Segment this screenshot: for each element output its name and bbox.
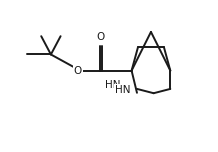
Text: HN: HN	[115, 85, 131, 95]
Text: O: O	[74, 66, 82, 76]
Text: O: O	[96, 32, 104, 42]
Text: HN: HN	[105, 80, 121, 90]
